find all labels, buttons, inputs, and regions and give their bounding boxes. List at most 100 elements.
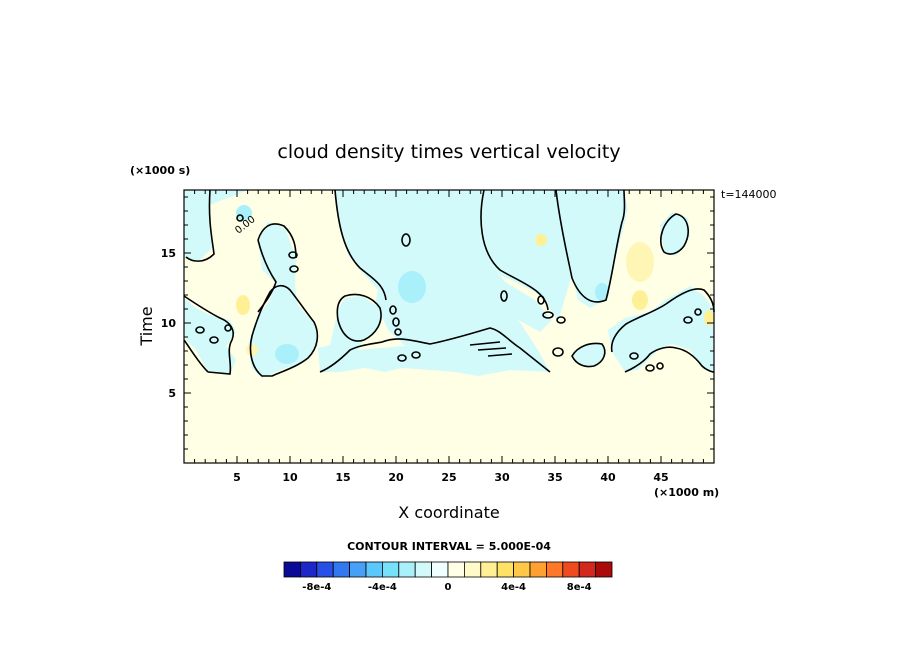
colorbar-swatch	[283, 561, 301, 578]
colorbar-tick-label: 0	[445, 582, 452, 593]
zero-contour-28	[645, 364, 655, 372]
zero-contour-13	[624, 346, 715, 373]
x-tick-label: 15	[335, 471, 350, 484]
zero-contour-20	[394, 328, 402, 336]
zero-contour-34	[195, 326, 205, 334]
colorbar-swatch	[578, 561, 597, 578]
colorbar-swatch	[529, 561, 547, 578]
colorbar-swatch	[381, 561, 400, 578]
x-axis-label: X coordinate	[398, 503, 499, 522]
zero-contour-15	[401, 233, 411, 247]
neg-region-right	[555, 190, 714, 372]
zero-contour-14	[571, 342, 606, 368]
zero-contour-2	[257, 223, 297, 259]
colorbar-swatch	[562, 561, 580, 578]
colorbar-swatch	[546, 561, 564, 578]
zero-contour-23	[542, 311, 554, 319]
zero-contour-33	[236, 214, 244, 222]
x-tick-label: 20	[388, 471, 404, 484]
colorbar-swatch	[480, 561, 498, 578]
colorbar-swatch	[447, 561, 465, 578]
pos-blob-2	[626, 242, 654, 282]
zero-contour-19	[392, 317, 400, 327]
colorbar-swatch	[595, 561, 613, 578]
colorbar-swatch	[332, 561, 351, 578]
colorbar-swatch	[349, 561, 367, 578]
contour-interval-label: CONTOUR INTERVAL = 5.000E-04	[347, 540, 551, 553]
chart-title: cloud density times vertical velocity	[277, 141, 620, 163]
time-label: t=144000	[721, 188, 777, 201]
zero-contour-8	[319, 327, 551, 373]
neg-region-center	[318, 190, 628, 376]
x-tick-label: 30	[494, 471, 510, 484]
pos-blob-1	[236, 295, 250, 315]
colorbar-tick-label: 4e-4	[501, 582, 526, 593]
neg-blob-4	[236, 205, 252, 221]
zero-contour-9	[336, 293, 382, 342]
neg-region-center-top	[335, 190, 552, 346]
colorbar	[283, 561, 613, 578]
zero-contour-10	[183, 295, 235, 375]
zero-contour-18	[389, 305, 397, 315]
zero-contour-30	[629, 352, 639, 360]
x-tick-label: 45	[653, 471, 668, 484]
colorbar-swatch	[365, 561, 383, 578]
plot-area: 0.00	[183, 189, 715, 464]
neg-region-left	[184, 190, 248, 262]
colorbar-tick-label: -4e-4	[368, 582, 397, 593]
y-tick-labels: 5 10 15	[161, 247, 177, 400]
zero-contour-6	[555, 189, 626, 303]
neg-region-lower-left	[184, 298, 236, 375]
zero-contours	[183, 189, 715, 377]
zero-contour-5	[480, 189, 549, 311]
pos-blob-3	[632, 290, 648, 310]
zero-contour-29	[656, 362, 664, 370]
x-tick-label: 25	[441, 471, 456, 484]
pos-blob-6	[704, 310, 714, 326]
y-axis-label: Time	[137, 306, 156, 346]
zero-contour-16	[288, 251, 298, 259]
colorbar-swatch	[414, 561, 433, 578]
zero-contour-7	[660, 213, 689, 255]
colorbar-tick-label: 8e-4	[567, 582, 592, 593]
colorbar-swatch	[431, 561, 449, 578]
neg-blob-1	[398, 271, 426, 303]
colorbar-swatch	[398, 561, 416, 578]
zero-contour-12	[610, 288, 715, 353]
pos-blob-5	[246, 344, 258, 356]
zero-contour-24	[556, 316, 566, 324]
x-tick-label: 40	[600, 471, 616, 484]
positive-regions	[236, 205, 714, 364]
y-tick-label: 10	[161, 317, 177, 330]
y-tick-label: 15	[161, 247, 176, 260]
zero-contour-26	[397, 354, 407, 362]
zero-contour-36	[224, 324, 232, 332]
x-tick-labels: 5 10 15 20 25 30 35 40 45	[233, 471, 668, 484]
y-unit-label: (×1000 s)	[130, 164, 190, 177]
zero-contour-37	[469, 341, 513, 357]
neg-region-mid-right	[572, 342, 606, 366]
y-tick-label: 5	[168, 387, 176, 400]
axis-ticks	[184, 190, 714, 463]
zero-contour-17	[289, 265, 299, 273]
zero-contour-27	[411, 351, 421, 359]
colorbar-swatch	[513, 561, 531, 578]
zero-contour-25	[552, 347, 564, 357]
colorbar-labels: -8e-4 -4e-4 0 4e-4 8e-4	[302, 582, 591, 593]
colorbar-tick-label: -8e-4	[302, 582, 331, 593]
zero-contour-22	[537, 295, 545, 305]
zero-contour-31	[683, 316, 693, 324]
neg-blob-2	[275, 344, 299, 364]
zero-contour-4	[334, 189, 387, 301]
x-tick-label: 10	[282, 471, 298, 484]
zero-contour-11	[249, 284, 319, 377]
zero-contour-32	[694, 308, 702, 316]
x-unit-label: (×1000 m)	[654, 486, 719, 499]
x-tick-label: 35	[547, 471, 562, 484]
colorbar-swatch	[496, 561, 515, 578]
zero-contour-21	[500, 290, 508, 302]
neg-blob-3	[595, 283, 609, 301]
zero-contour-35	[209, 336, 219, 344]
colorbar-swatch	[463, 561, 482, 578]
